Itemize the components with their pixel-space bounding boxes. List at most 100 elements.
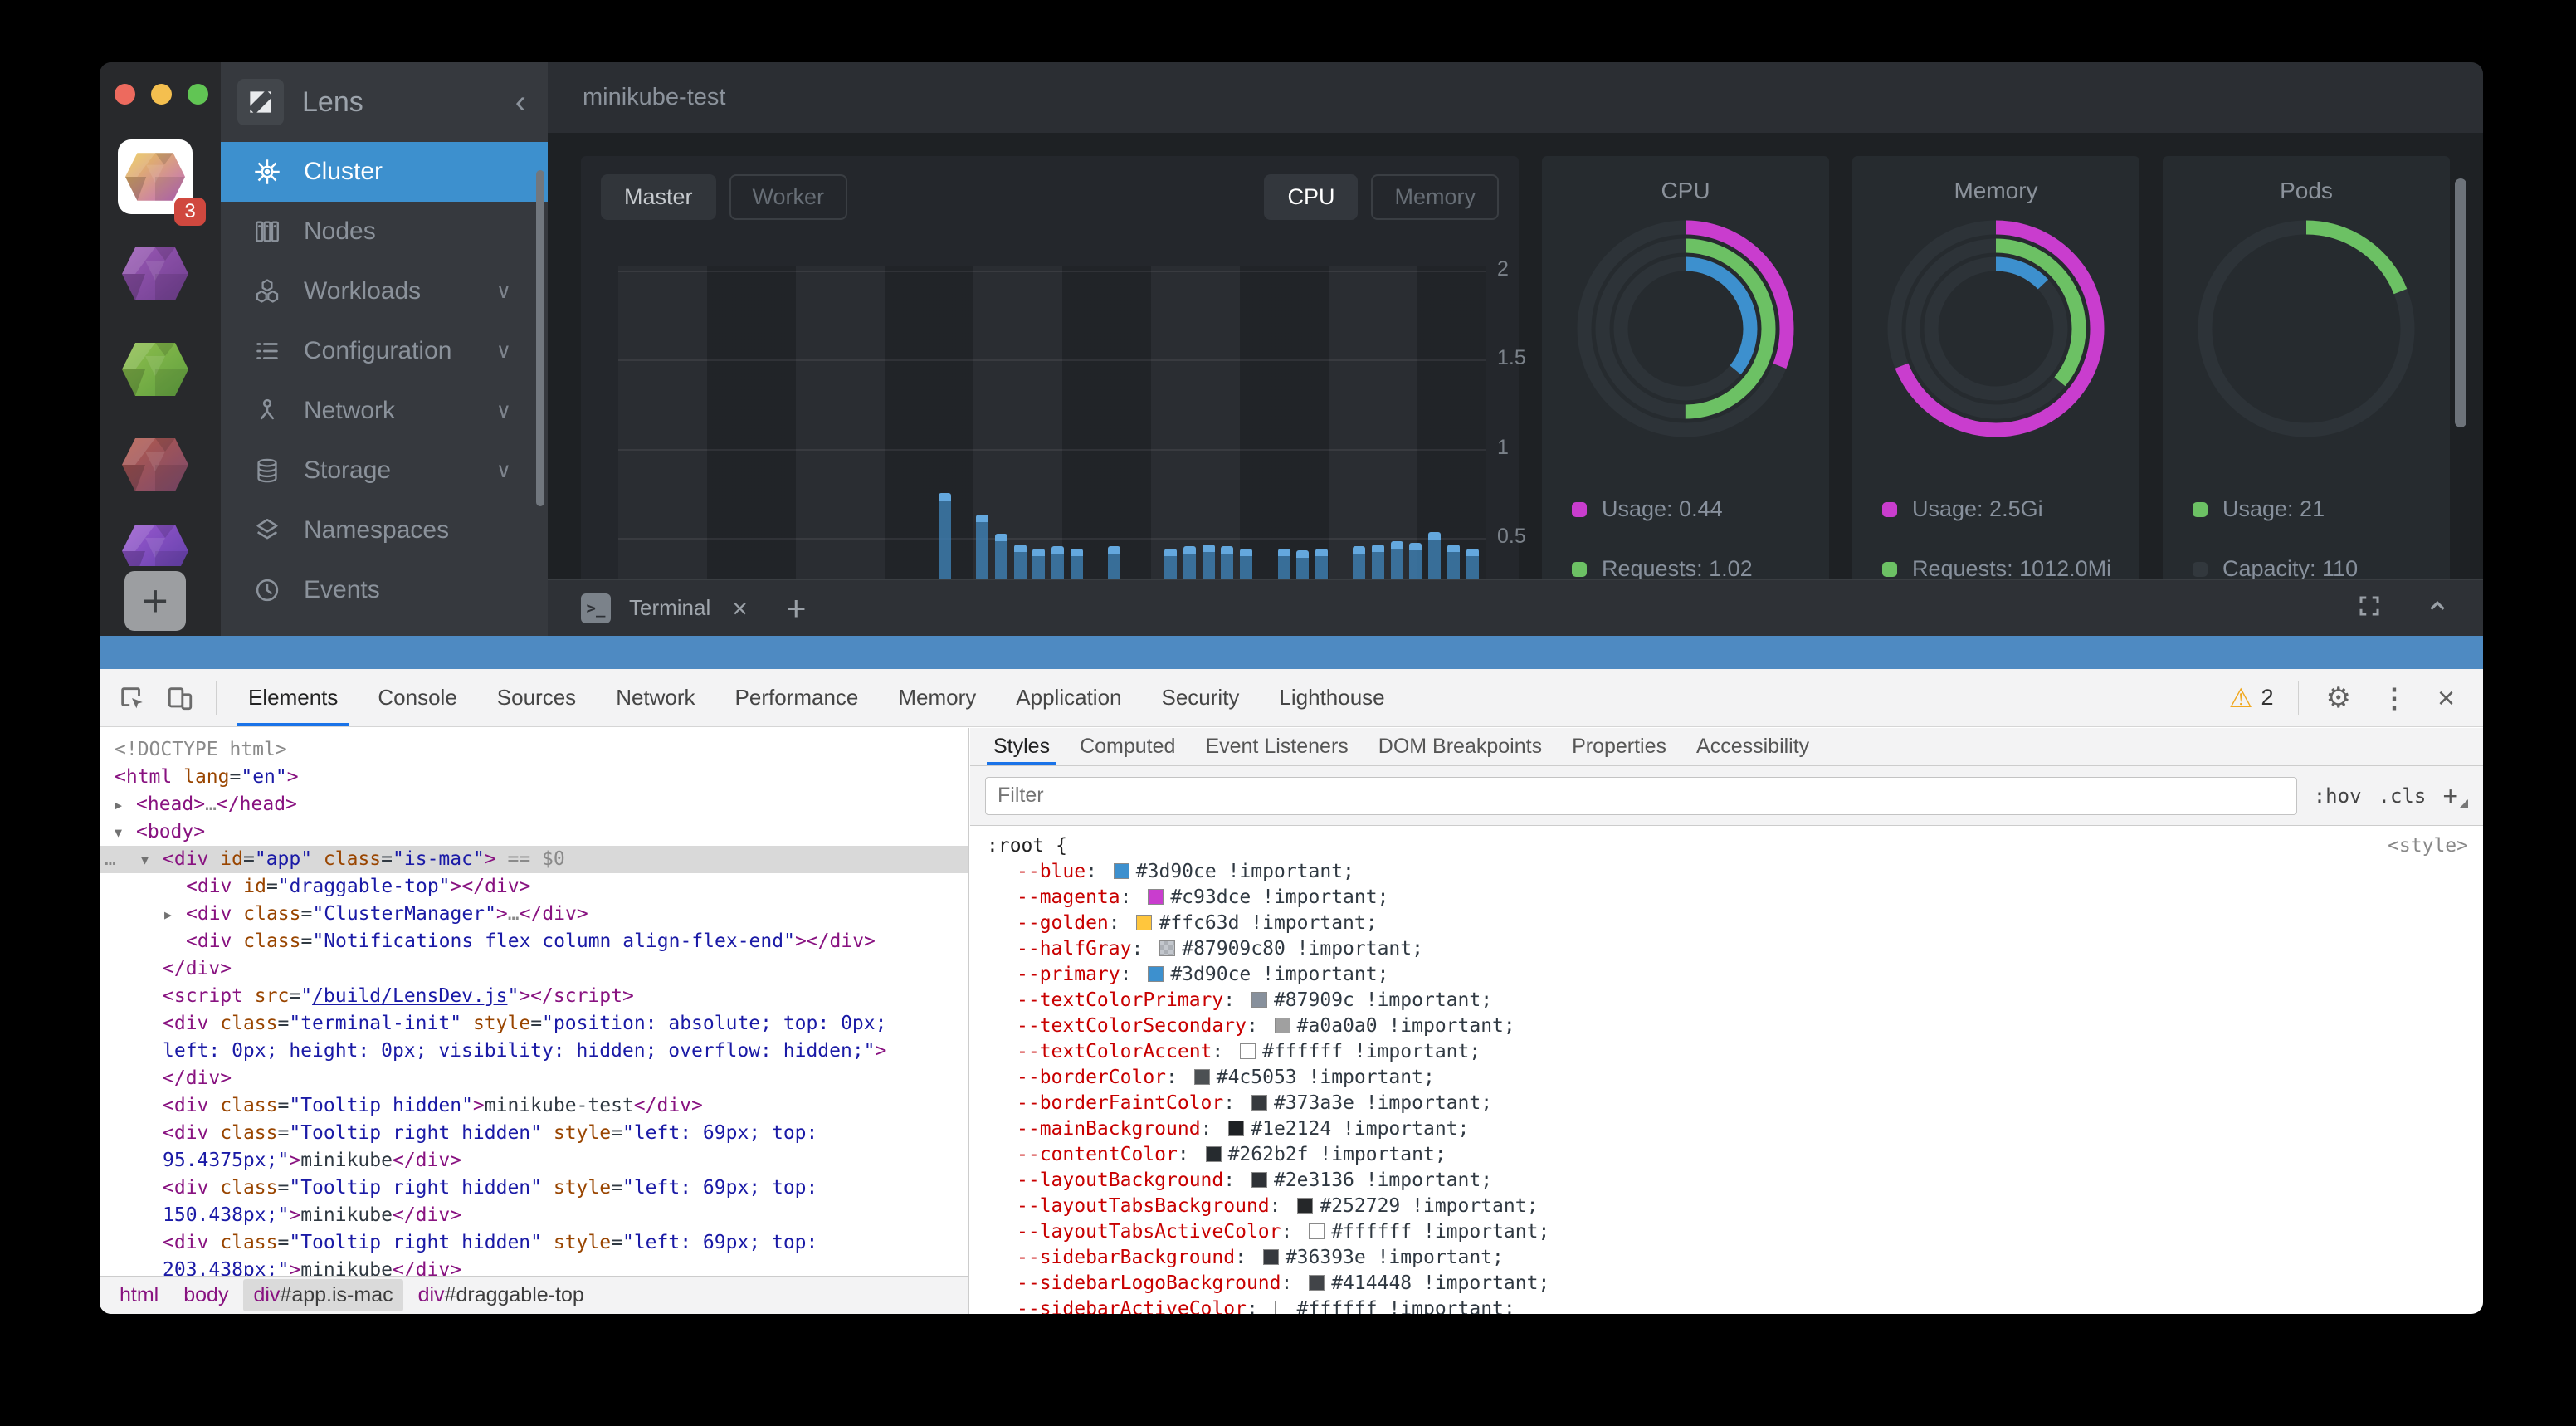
terminal-close-icon[interactable]: × (732, 593, 748, 623)
css-property-row[interactable]: --sidebarBackground: #36393e !important; (1017, 1247, 1504, 1268)
sidebar-item-storage[interactable]: Storage ∨ (221, 441, 548, 501)
css-property-row[interactable]: --contentColor: #262b2f !important; (1017, 1144, 1447, 1165)
css-property-row[interactable]: --sidebarActiveColor: #ffffff !important… (987, 1297, 2468, 1314)
styles-tab-dom-breakpoints[interactable]: DOM Breakpoints (1378, 735, 1543, 758)
console-warnings-badge[interactable]: ⚠ 2 (2228, 682, 2274, 713)
css-property-row[interactable]: --golden: #ffc63d !important; (1017, 912, 1378, 934)
color-swatch[interactable] (1274, 1018, 1290, 1033)
active-cluster-icon[interactable] (118, 139, 193, 214)
inspect-element-icon[interactable] (108, 684, 156, 712)
devtools-tab-network[interactable]: Network (616, 685, 695, 710)
color-swatch[interactable] (1136, 915, 1153, 930)
css-property-row[interactable]: --magenta: #c93dce !important; (1017, 886, 1389, 908)
dom-node[interactable]: 95.4375px;">minikube</div> (163, 1150, 462, 1171)
terminal-tab[interactable]: Terminal (629, 595, 711, 620)
disclosure-open-icon[interactable]: ▼ (141, 852, 149, 867)
dom-node[interactable]: <div class="Tooltip right hidden" style=… (163, 1122, 818, 1144)
devtools-tab-lighthouse[interactable]: Lighthouse (1279, 685, 1385, 710)
sidebar-scrollbar[interactable] (536, 170, 544, 506)
toggle-element-state-button[interactable]: :hov (2313, 784, 2362, 808)
styles-tab-properties[interactable]: Properties (1572, 735, 1667, 758)
sidebar-collapse-icon[interactable]: ‹ (515, 84, 526, 120)
color-swatch[interactable] (1148, 966, 1164, 982)
window-close-button[interactable] (115, 84, 135, 105)
dom-node[interactable]: <div id="draggable-top"></div> (186, 876, 531, 897)
devtools-settings-icon[interactable]: ⚙ (2325, 681, 2351, 714)
color-swatch[interactable] (1205, 1146, 1222, 1162)
dom-node[interactable]: <div class="Notifications flex column al… (186, 930, 876, 952)
cluster-icon[interactable] (122, 525, 188, 566)
devtools-tab-performance[interactable]: Performance (734, 685, 859, 710)
dom-node[interactable]: ▶ <head>…</head> (100, 791, 968, 818)
dom-node[interactable]: <!DOCTYPE html> (115, 739, 287, 760)
sidebar-item-network[interactable]: Network ∨ (221, 381, 548, 441)
breadcrumb-html[interactable]: html (120, 1283, 159, 1306)
css-property-row[interactable]: --mainBackground: #1e2124 !important; (1017, 1118, 1470, 1140)
breadcrumb-body[interactable]: body (183, 1283, 229, 1306)
metric-cpu-button[interactable]: CPU (1264, 174, 1359, 220)
new-style-rule-button[interactable]: + (2442, 783, 2468, 809)
styles-filter-input[interactable] (985, 776, 2297, 815)
devtools-tab-sources[interactable]: Sources (496, 685, 577, 710)
color-swatch[interactable] (1251, 992, 1267, 1008)
sidebar-item-namespaces[interactable]: Namespaces (221, 501, 548, 560)
styles-tab-event-listeners[interactable]: Event Listeners (1205, 735, 1349, 758)
devtools-tab-memory[interactable]: Memory (898, 685, 977, 710)
window-minimize-button[interactable] (151, 84, 172, 105)
css-property-row[interactable]: --borderFaintColor: #373a3e !important; (1017, 1092, 1493, 1114)
disclosure-open-icon[interactable]: ▼ (115, 825, 123, 840)
devtools-tab-security[interactable]: Security (1161, 685, 1240, 710)
dock-expand-icon[interactable] (2357, 593, 2382, 623)
color-swatch[interactable] (1113, 863, 1129, 879)
dom-node[interactable]: ▶ <div class="ClusterManager">…</div> (100, 901, 968, 928)
breadcrumb-div#draggable-top[interactable]: div#draggable-top (417, 1283, 584, 1306)
device-toolbar-icon[interactable] (156, 684, 204, 712)
dom-node[interactable]: </div> (163, 958, 232, 979)
dom-node[interactable]: left: 0px; height: 0px; visibility: hidd… (163, 1040, 887, 1062)
sidebar-item-events[interactable]: Events (221, 560, 548, 620)
metric-memory-button[interactable]: Memory (1371, 174, 1499, 220)
breadcrumb-div#app.is-mac[interactable]: div#app.is-mac (243, 1279, 403, 1311)
dock-collapse-icon[interactable] (2425, 593, 2450, 623)
cluster-icon[interactable] (122, 438, 188, 491)
css-property-row[interactable]: --layoutTabsActiveColor: #ffffff !import… (1017, 1221, 1550, 1243)
styles-tab-computed[interactable]: Computed (1080, 735, 1176, 758)
styles-tab-accessibility[interactable]: Accessibility (1696, 735, 1810, 758)
devtools-tab-elements[interactable]: Elements (228, 669, 358, 726)
css-property-row[interactable]: --halfGray: #87909c80 !important; (1017, 938, 1423, 960)
color-swatch[interactable] (1148, 889, 1164, 905)
dom-node[interactable]: <html lang="en"> (115, 766, 299, 788)
color-swatch[interactable] (1309, 1223, 1325, 1239)
css-property-row[interactable]: --textColorSecondary: #a0a0a0 !important… (1017, 1015, 1515, 1037)
css-property-row[interactable]: --textColorPrimary: #87909c !important; (1017, 989, 1493, 1011)
disclosure-closed-icon[interactable]: ▶ (164, 907, 173, 922)
window-zoom-button[interactable] (188, 84, 208, 105)
cluster-icon[interactable] (122, 343, 188, 396)
dom-node[interactable]: <div class="Tooltip hidden">minikube-tes… (163, 1095, 703, 1116)
devtools-menu-icon[interactable]: ⋮ (2380, 682, 2408, 713)
color-swatch[interactable] (1274, 1301, 1290, 1314)
dom-node[interactable]: <script src="/build/LensDev.js"></script… (163, 985, 634, 1007)
devtools-tab-console[interactable]: Console (378, 685, 457, 710)
color-swatch[interactable] (1159, 940, 1176, 956)
node-menu-icon[interactable]: … (105, 848, 116, 870)
add-cluster-button[interactable]: + (124, 571, 186, 631)
dom-node[interactable]: </div> (163, 1067, 232, 1089)
color-swatch[interactable] (1228, 1121, 1245, 1136)
sidebar-item-workloads[interactable]: Workloads ∨ (221, 261, 548, 321)
color-swatch[interactable] (1251, 1095, 1267, 1111)
dom-node[interactable]: <div class="terminal-init" style="positi… (163, 1013, 887, 1034)
dom-node-selected[interactable]: … ▼ <div id="app" class="is-mac"> == $0 (100, 846, 968, 873)
element-classes-button[interactable]: .cls (2378, 784, 2427, 808)
style-source-link[interactable]: <style> (2388, 835, 2468, 857)
css-property-row[interactable]: --primary: #3d90ce !important; (1017, 964, 1389, 985)
styles-rules[interactable]: :root { <style> --blue: #3d90ce !importa… (970, 827, 2483, 1314)
devtools-close-icon[interactable]: × (2437, 680, 2455, 715)
dom-node[interactable]: <div class="Tooltip right hidden" style=… (163, 1232, 818, 1253)
styles-tab-styles[interactable]: Styles (978, 728, 1065, 765)
dom-node[interactable]: <div class="Tooltip right hidden" style=… (163, 1177, 818, 1199)
color-swatch[interactable] (1297, 1198, 1314, 1214)
dom-node[interactable]: 150.438px;">minikube</div> (163, 1204, 462, 1226)
css-property-row[interactable]: --borderColor: #4c5053 !important; (1017, 1067, 1435, 1088)
color-swatch[interactable] (1193, 1069, 1210, 1085)
